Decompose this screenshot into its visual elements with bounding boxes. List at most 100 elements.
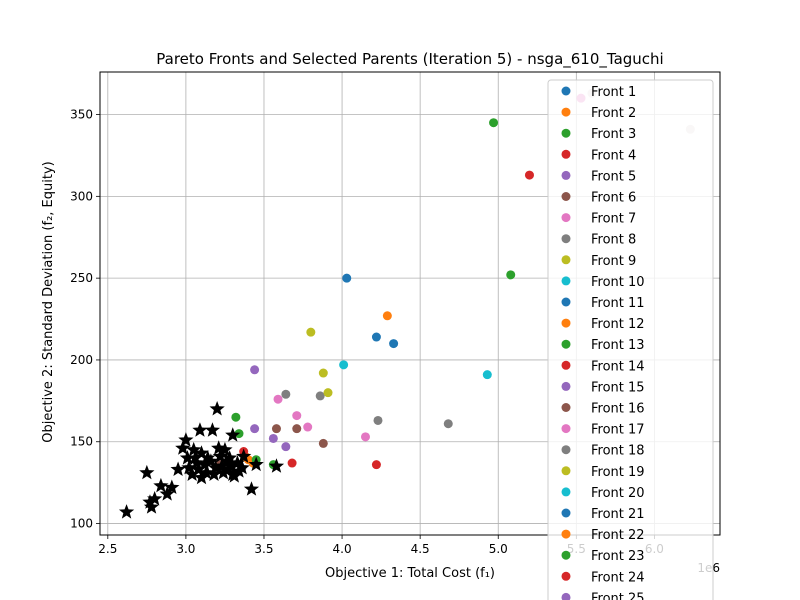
selected-parent-star: [179, 450, 196, 465]
legend-marker: [561, 424, 571, 434]
legend-marker: [561, 255, 571, 265]
legend-marker: [561, 107, 571, 117]
chart-title: Pareto Fronts and Selected Parents (Iter…: [156, 50, 663, 69]
legend-entry: Front 24: [591, 570, 645, 585]
legend-marker: [561, 403, 571, 412]
selected-parent-star: [189, 455, 205, 470]
selected-parent-star: [178, 432, 194, 447]
selected-parent-star: [181, 459, 197, 475]
legend-marker: [561, 508, 571, 518]
selected-parent-star: [207, 459, 224, 475]
y-tick-label: 250: [70, 271, 93, 285]
legend-marker: [561, 571, 571, 581]
selected-parent-star: [223, 456, 239, 472]
point-front-1: [342, 273, 352, 283]
selected-parent-star: [248, 456, 264, 472]
selected-parent-star: [139, 464, 155, 480]
legend-entry: Front 18: [591, 444, 645, 459]
point-front-3: [231, 412, 241, 422]
legend-marker: [561, 234, 571, 244]
selected-parent-star: [170, 461, 186, 477]
point-front-6: [292, 424, 302, 434]
point-front-5: [250, 365, 260, 375]
legend-marker: [561, 487, 571, 497]
legend-entry: Front 17: [591, 423, 645, 438]
point-front-9: [306, 327, 316, 337]
x-tick-label: 5.0: [489, 542, 508, 556]
selected-parent-star: [193, 445, 210, 460]
point-front-4: [287, 458, 297, 468]
legend-entry: Front 7: [591, 212, 636, 227]
selected-parent-star: [206, 466, 222, 481]
legend-entry: Front 16: [591, 402, 645, 417]
point-front-5: [268, 433, 278, 443]
selected-parent-star: [203, 453, 219, 468]
selected-parent-star: [217, 441, 233, 457]
selected-parent-star: [197, 456, 213, 472]
legend-entry: Front 11: [591, 296, 645, 311]
point-front-7: [273, 394, 283, 404]
x-tick-label: 3.5: [254, 542, 273, 556]
legend-entry: Front 8: [591, 233, 636, 248]
selected-parent-star: [268, 458, 285, 473]
legend-marker: [561, 550, 571, 560]
point-front-7: [292, 411, 302, 421]
selected-parent-star: [204, 422, 221, 437]
legend-box: [547, 79, 714, 600]
y-tick-label: 100: [70, 517, 93, 531]
x-tick-label: 2.5: [98, 542, 117, 556]
legend-marker: [561, 86, 571, 96]
legend-entry: Front 20: [591, 486, 645, 501]
selected-parent-star: [142, 494, 158, 509]
y-tick-label: 350: [70, 108, 93, 122]
x-tick-label: 4.5: [411, 542, 430, 556]
legend-entry: Front 19: [591, 465, 645, 480]
legend-marker: [561, 276, 571, 286]
legend-entry: Front 12: [591, 317, 645, 332]
legend-entry: Front 2: [591, 106, 636, 121]
selected-parent-star: [118, 504, 135, 519]
selected-parent-star: [234, 459, 250, 475]
selected-parent-star: [186, 441, 202, 457]
point-front-6: [271, 424, 281, 434]
point-front-1: [389, 339, 399, 349]
legend-marker: [561, 381, 571, 391]
point-front-2: [382, 311, 392, 321]
point-front-8: [443, 419, 453, 429]
legend-marker: [561, 360, 571, 370]
point-front-8: [281, 389, 291, 399]
point-front-9: [323, 388, 333, 398]
point-front-3: [489, 118, 499, 128]
legend-entry: Front 13: [591, 338, 645, 353]
legend-entry: Front 3: [591, 127, 636, 142]
x-axis-label: Objective 1: Total Cost (f₁): [325, 566, 495, 581]
point-front-7: [303, 422, 313, 432]
y-tick-label: 150: [70, 435, 93, 449]
y-axis-label: Objective 2: Standard Deviation (f₂, Equ…: [41, 161, 56, 442]
y-tick-label: 200: [70, 353, 93, 367]
selected-parent-star: [143, 499, 160, 514]
y-tick-label: 300: [70, 189, 93, 203]
legend-entry: Front 9: [591, 254, 636, 269]
legend-marker: [561, 466, 571, 476]
legend-entry: Front 6: [591, 191, 636, 206]
selected-parent-star: [198, 464, 214, 480]
selected-parent-star: [209, 401, 225, 416]
legend-marker: [561, 318, 571, 328]
selected-parent-star: [212, 448, 228, 463]
point-front-5: [250, 424, 260, 434]
point-front-5: [281, 442, 291, 452]
point-front-10: [339, 360, 349, 370]
legend-marker: [561, 213, 571, 223]
legend-marker: [561, 529, 571, 539]
legend-entry: Front 21: [591, 507, 645, 522]
legend-entry: Front 1: [591, 85, 636, 100]
selected-parent-star: [200, 450, 216, 465]
selected-parent-star: [236, 448, 252, 463]
legend-entry: Front 25: [591, 591, 645, 600]
selected-parent-star: [159, 486, 175, 501]
selected-parent-star: [226, 468, 242, 483]
legend-marker: [561, 170, 571, 180]
selected-parent-star: [214, 458, 230, 473]
